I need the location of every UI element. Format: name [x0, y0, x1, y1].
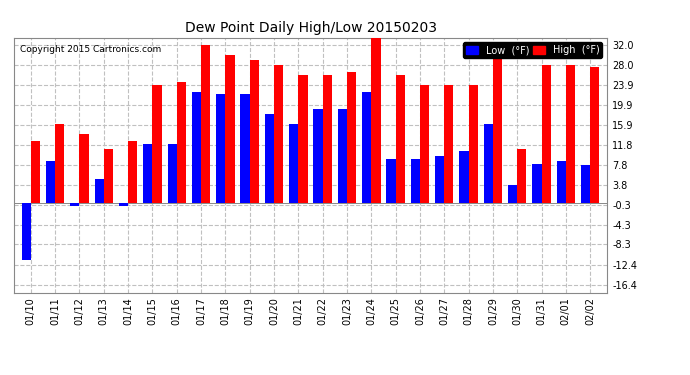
Bar: [386, 159, 395, 203]
Bar: [250, 60, 259, 203]
Bar: [590, 67, 600, 203]
Bar: [226, 55, 235, 203]
Bar: [581, 165, 590, 203]
Bar: [508, 184, 518, 203]
Bar: [347, 72, 356, 203]
Bar: [168, 144, 177, 203]
Bar: [323, 75, 332, 203]
Bar: [362, 92, 371, 203]
Bar: [566, 65, 575, 203]
Bar: [70, 203, 79, 206]
Bar: [371, 38, 381, 203]
Bar: [532, 164, 542, 203]
Bar: [298, 75, 308, 203]
Bar: [420, 84, 429, 203]
Bar: [46, 161, 55, 203]
Bar: [337, 109, 347, 203]
Bar: [79, 134, 89, 203]
Bar: [493, 55, 502, 203]
Bar: [444, 84, 453, 203]
Bar: [31, 141, 40, 203]
Bar: [435, 156, 444, 203]
Bar: [460, 152, 469, 203]
Bar: [95, 178, 103, 203]
Bar: [192, 92, 201, 203]
Bar: [542, 65, 551, 203]
Bar: [265, 114, 274, 203]
Bar: [216, 94, 226, 203]
Bar: [201, 45, 210, 203]
Bar: [469, 84, 477, 203]
Text: Copyright 2015 Cartronics.com: Copyright 2015 Cartronics.com: [20, 45, 161, 54]
Bar: [177, 82, 186, 203]
Bar: [240, 94, 250, 203]
Bar: [104, 149, 113, 203]
Bar: [411, 159, 420, 203]
Bar: [128, 141, 137, 203]
Bar: [21, 203, 31, 260]
Title: Dew Point Daily High/Low 20150203: Dew Point Daily High/Low 20150203: [184, 21, 437, 35]
Bar: [395, 75, 405, 203]
Legend: Low  (°F), High  (°F): Low (°F), High (°F): [464, 42, 602, 58]
Bar: [274, 65, 284, 203]
Bar: [313, 109, 323, 203]
Bar: [557, 161, 566, 203]
Bar: [152, 84, 161, 203]
Bar: [518, 149, 526, 203]
Bar: [289, 124, 298, 203]
Bar: [119, 203, 128, 206]
Bar: [484, 124, 493, 203]
Bar: [144, 144, 152, 203]
Bar: [55, 124, 64, 203]
